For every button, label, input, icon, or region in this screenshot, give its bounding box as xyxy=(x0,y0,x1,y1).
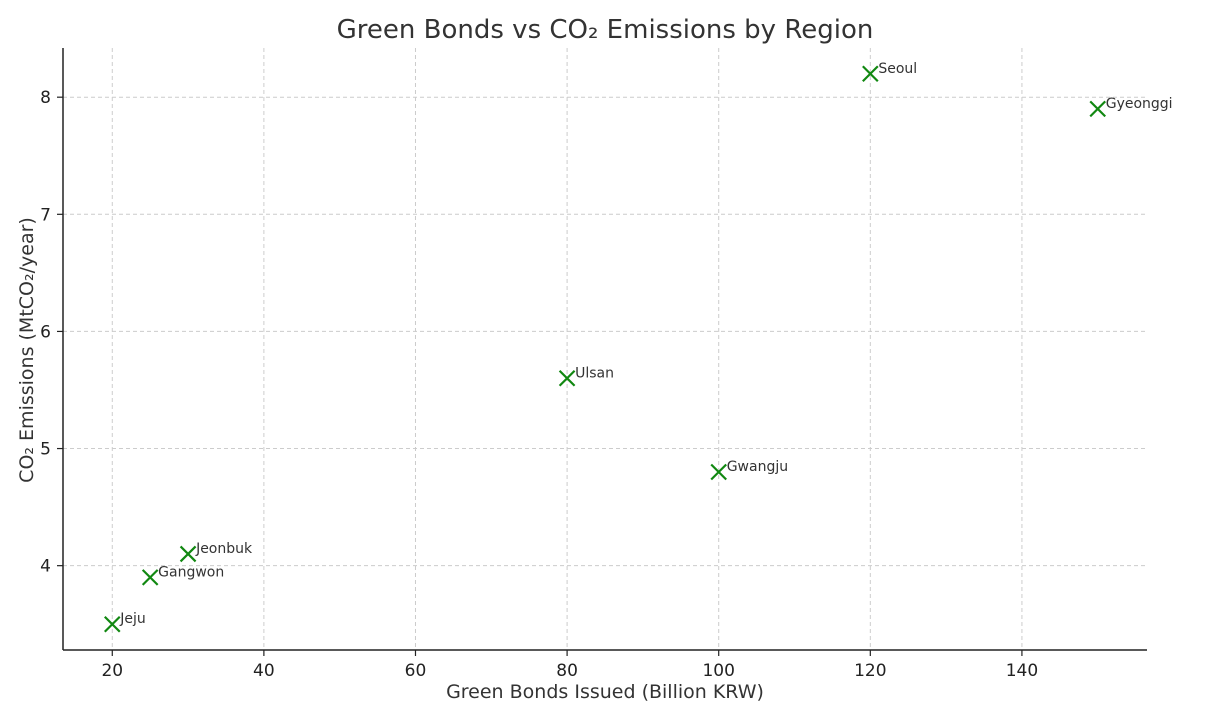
x-tick-label: 140 xyxy=(1006,661,1038,681)
axes xyxy=(57,48,1147,656)
x-tick-label: 40 xyxy=(253,661,275,681)
x-axis-label: Green Bonds Issued (Billion KRW) xyxy=(446,681,764,703)
x-marker xyxy=(558,370,576,387)
y-tick-label: 5 xyxy=(40,440,51,460)
point-label: Seoul xyxy=(878,61,917,77)
tick-labels: 20 40 60 80 100 120 140 4 5 6 7 8 xyxy=(40,88,1038,681)
data-point: Seoul xyxy=(862,61,917,83)
x-marker xyxy=(862,65,879,83)
x-marker xyxy=(710,463,727,481)
point-label: Gyeonggi xyxy=(1106,96,1173,112)
point-label: Jeonbuk xyxy=(195,541,253,557)
y-tick-label: 4 xyxy=(40,557,51,577)
point-label: Ulsan xyxy=(575,365,614,381)
y-axis-label: CO₂ Emissions (MtCO₂/year) xyxy=(16,217,38,483)
x-tick-label: 20 xyxy=(101,661,123,681)
data-point: Jeonbuk xyxy=(179,541,253,563)
x-tick-label: 60 xyxy=(405,661,427,681)
grid-lines xyxy=(63,48,1147,650)
data-point: Gwangju xyxy=(710,459,788,481)
y-tick-label: 8 xyxy=(40,88,51,108)
y-tick-label: 6 xyxy=(40,322,51,342)
chart-title: Green Bonds vs CO₂ Emissions by Region xyxy=(337,15,874,45)
x-tick-label: 100 xyxy=(702,661,734,681)
x-tick-label: 120 xyxy=(854,661,886,681)
data-points: Seoul Gyeonggi Ulsan Gwangju Jeonbuk Gangwon J… xyxy=(103,61,1173,633)
point-label: Gwangju xyxy=(727,459,788,475)
x-marker xyxy=(141,569,159,586)
data-point: Gyeonggi xyxy=(1089,96,1173,118)
point-label: Gangwon xyxy=(158,564,224,580)
data-point: Jeju xyxy=(103,611,146,633)
x-marker xyxy=(103,615,121,633)
y-tick-label: 7 xyxy=(40,205,51,225)
point-label: Jeju xyxy=(119,611,146,627)
x-marker xyxy=(1089,100,1107,118)
x-marker xyxy=(179,545,197,563)
data-point: Ulsan xyxy=(558,365,614,387)
data-point: Gangwon xyxy=(141,564,224,586)
x-tick-label: 80 xyxy=(556,661,578,681)
